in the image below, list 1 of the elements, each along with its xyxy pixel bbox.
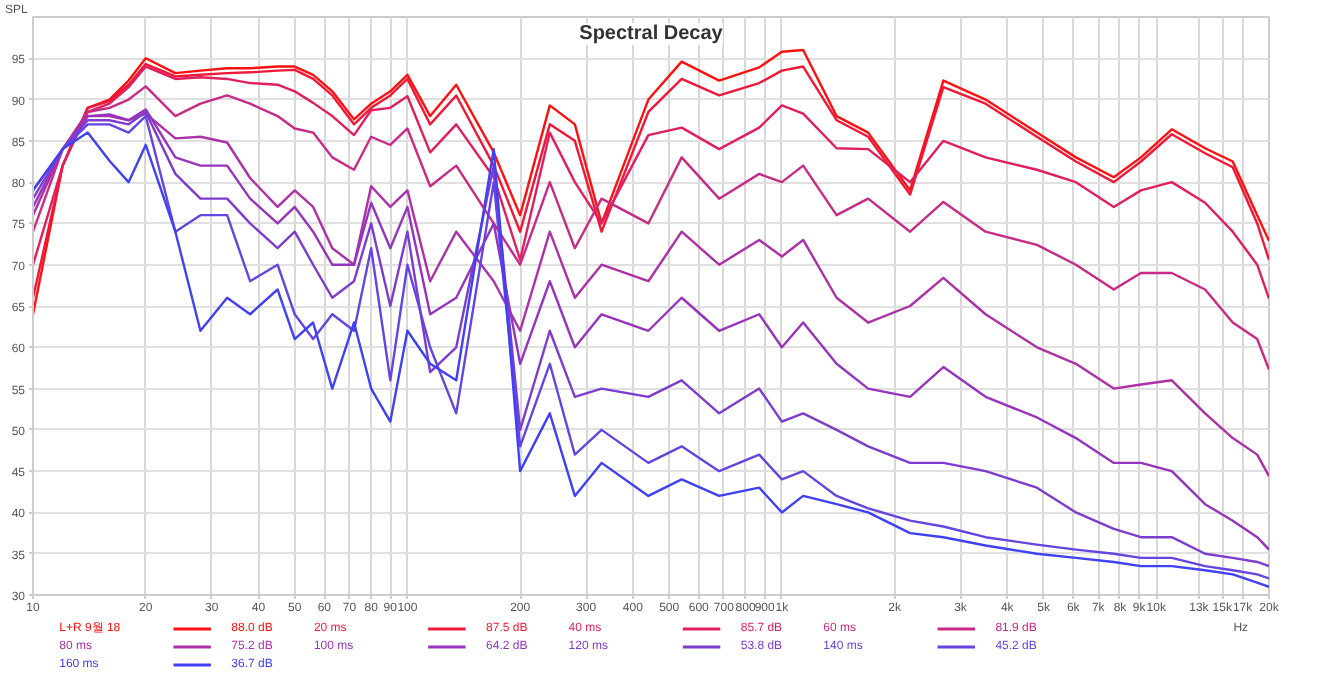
chart-title: Spectral Decay bbox=[579, 23, 724, 45]
